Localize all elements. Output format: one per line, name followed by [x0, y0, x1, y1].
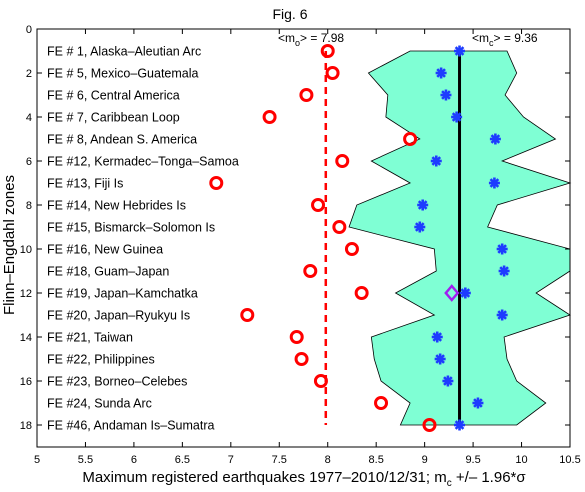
mo-mean-label-sub: o: [295, 38, 300, 48]
mc-mean-label-pre: <m: [472, 31, 489, 45]
y-tick-label-6: 12: [20, 288, 32, 300]
zone-label-13: FE #20, Japan–Ryukyu Is: [47, 309, 190, 323]
axes-layer: 5 5.5 6 6.5 7 7.5 8 8.5 9 9.5 10 10.5 0 2 4 6 8 10 12 14 16 1…: [20, 24, 581, 466]
y-tick-label-7: 14: [20, 332, 32, 344]
mo-point-12: [354, 286, 369, 300]
zone-label-10: FE #16, New Guinea: [47, 243, 163, 257]
markers-layer: [209, 44, 510, 432]
mc-point-10: [496, 243, 508, 255]
mo-point-17: [374, 396, 389, 410]
mo-point-18: [422, 418, 437, 432]
mc-point-14: [431, 331, 443, 343]
mo-point-14: [289, 330, 304, 344]
zone-label-15: FE #22, Philippines: [47, 353, 155, 367]
zone-label-18: FE #46, Andaman Is–Sumatra: [47, 419, 215, 433]
x-tick-label-8: 9: [422, 454, 428, 466]
y-tick-label-0: 0: [26, 24, 32, 36]
zone-label-2: FE # 5, Mexico–Guatemala: [47, 67, 199, 81]
zone-label-14: FE #21, Taiwan: [47, 331, 133, 345]
mc-point-18: [454, 419, 466, 431]
mo-mean-label-post: > = 7.98: [300, 31, 344, 45]
zone-label-1: FE # 1, Alaska–Aleutian Arc: [47, 45, 201, 59]
mo-point-3: [299, 88, 314, 102]
mo-point-1: [320, 44, 335, 58]
mc-point-1: [454, 45, 466, 57]
x-tick-label-1: 5.5: [78, 454, 93, 466]
axes-frame: [36, 28, 571, 448]
diamond-marker: [444, 284, 460, 302]
mc-mean-label-post: > = 9.36: [494, 31, 538, 45]
zone-label-3: FE # 6, Central America: [47, 89, 180, 103]
x-tick-label-11: 10.5: [559, 454, 580, 466]
y-tick-label-9: 18: [20, 420, 32, 432]
x-tick-label-7: 8.5: [369, 454, 384, 466]
mc-point-15: [434, 353, 446, 365]
mc-point-4: [451, 111, 463, 123]
mc-mean-label: <mc> = 9.36: [472, 31, 538, 48]
mc-point-11: [498, 265, 510, 277]
zone-label-7: FE #13, Fiji Is: [47, 177, 123, 191]
x-axis-label-tail: +/– 1.96*σ: [452, 469, 527, 486]
mc-point-13: [496, 309, 508, 321]
x-axis-label-sub: c: [447, 478, 452, 489]
mo-point-4: [262, 110, 277, 124]
y-tick-label-2: 4: [26, 112, 32, 124]
mo-point-5: [403, 132, 418, 146]
mo-point-13: [240, 308, 255, 322]
y-tick-label-1: 2: [26, 68, 32, 80]
mo-point-15: [294, 352, 309, 366]
x-tick-label-2: 6: [131, 454, 137, 466]
mc-point-9: [414, 221, 426, 233]
mo-mean-label: <mo> = 7.98: [278, 31, 344, 48]
mo-point-10: [344, 242, 359, 256]
mo-point-11: [303, 264, 318, 278]
mo-mean-label-pre: <m: [278, 31, 295, 45]
x-tick-label-4: 7: [228, 454, 234, 466]
y-axis-label: Flinn–Engdahl zones: [1, 175, 18, 315]
y-tick-label-3: 6: [26, 156, 32, 168]
zone-label-9: FE #15, Bismarck–Solomon Is: [47, 221, 215, 235]
zone-label-12: FE #19, Japan–Kamchatka: [47, 287, 198, 301]
mc-point-2: [435, 67, 447, 79]
chart-title: Fig. 6: [272, 6, 307, 22]
mc-point-12: [459, 287, 471, 299]
x-tick-label-5: 7.5: [272, 454, 287, 466]
mo-point-9: [332, 220, 347, 234]
y-tick-label-5: 10: [20, 244, 32, 256]
mo-point-6: [335, 154, 350, 168]
zone-label-8: FE #14, New Hebrides Is: [47, 199, 186, 213]
mo-point-8: [311, 198, 326, 212]
mo-point-16: [313, 374, 328, 388]
y-tick-label-4: 8: [26, 200, 32, 212]
mc-point-16: [442, 375, 454, 387]
x-tick-label-3: 6.5: [175, 454, 190, 466]
zone-label-4: FE # 7, Caribbean Loop: [47, 111, 180, 125]
zone-label-16: FE #23, Borneo–Celebes: [47, 375, 187, 389]
mc-mean-label-sub: c: [489, 38, 494, 48]
mc-point-8: [417, 199, 429, 211]
x-tick-label-0: 5: [34, 454, 40, 466]
mo-point-7: [209, 176, 224, 190]
zone-labels-layer: FE # 1, Alaska–Aleutian Arc FE # 5, Mexic…: [47, 45, 239, 433]
x-tick-label-6: 8: [325, 454, 331, 466]
zone-label-17: FE #24, Sunda Arc: [47, 397, 152, 411]
y-tick-label-8: 16: [20, 376, 32, 388]
mc-point-17: [472, 397, 484, 409]
x-tick-label-9: 9.5: [465, 454, 480, 466]
x-tick-label-10: 10: [515, 454, 527, 466]
mo-point-2: [325, 66, 340, 80]
mc-point-3: [440, 89, 452, 101]
mc-point-5: [489, 133, 501, 145]
mc-point-6: [430, 155, 442, 167]
x-axis-label: Maximum registered earthquakes 1977–2010…: [82, 469, 526, 489]
zone-label-11: FE #18, Guam–Japan: [47, 265, 169, 279]
x-axis-label-main: Maximum registered earthquakes 1977–2010…: [82, 469, 446, 486]
zone-label-6: FE #12, Kermadec–Tonga–Samoa: [47, 155, 239, 169]
zone-label-5: FE # 8, Andean S. America: [47, 133, 197, 147]
mc-point-7: [488, 177, 500, 189]
